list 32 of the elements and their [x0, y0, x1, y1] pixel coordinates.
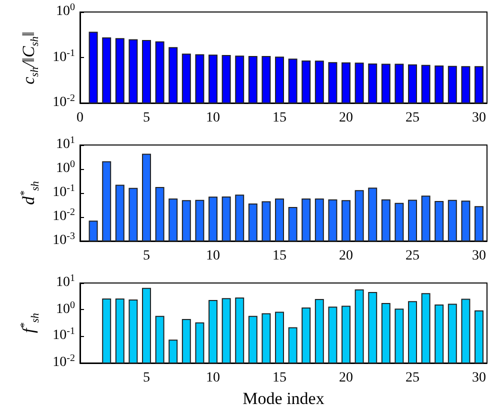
x-tick-label: 0: [76, 110, 84, 126]
x-tick-label: 25: [406, 248, 420, 264]
y-tick-label: 10$^{1}$: [56, 273, 75, 291]
x-tick-label: 10: [206, 110, 220, 126]
y-tick-label: 10$^{-3}$: [52, 231, 75, 249]
y-tick-label: 10$^{-2}$: [52, 93, 75, 111]
x-tick-label: 30: [472, 248, 486, 264]
x-tick-label: 20: [339, 110, 354, 126]
x-tick-label: 10: [206, 248, 220, 264]
x-axis-title: Mode index: [242, 389, 324, 409]
x-tick-label: 30: [472, 370, 486, 386]
x-tick-label: 20: [339, 370, 354, 386]
x-tick-label: 15: [272, 110, 287, 126]
x-tick-label: 30: [472, 110, 486, 126]
y-tick-label: 10$^{-1}$: [52, 183, 75, 201]
y-tick-label: 10$^{-2}$: [52, 353, 75, 371]
y-tick-label: 10$^{-2}$: [52, 207, 75, 225]
x-tick-label: 5: [143, 110, 150, 126]
y-tick-label: 10$^{-1}$: [52, 326, 75, 344]
y-tick-label: 10$^{0}$: [56, 159, 75, 177]
x-tick-label: 10: [206, 370, 220, 386]
x-tick-label: 25: [406, 110, 420, 126]
y-tick-label: 10$^{-1}$: [52, 48, 75, 66]
y-tick-label: 10$^{1}$: [56, 135, 75, 153]
x-tick-label: 15: [272, 370, 287, 386]
x-tick-label: 25: [406, 370, 420, 386]
x-tick-label: 15: [272, 248, 287, 264]
x-tick-label: 5: [143, 370, 150, 386]
x-tick-label: 5: [143, 248, 150, 264]
x-tick-label: 20: [339, 248, 354, 264]
y-tick-label: 10$^{0}$: [56, 300, 75, 318]
y-tick-label: 10$^{0}$: [56, 2, 75, 20]
